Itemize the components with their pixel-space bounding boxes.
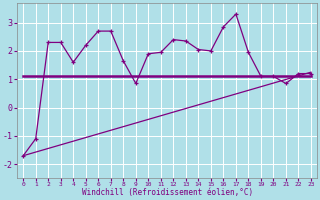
X-axis label: Windchill (Refroidissement éolien,°C): Windchill (Refroidissement éolien,°C) [82,188,253,197]
